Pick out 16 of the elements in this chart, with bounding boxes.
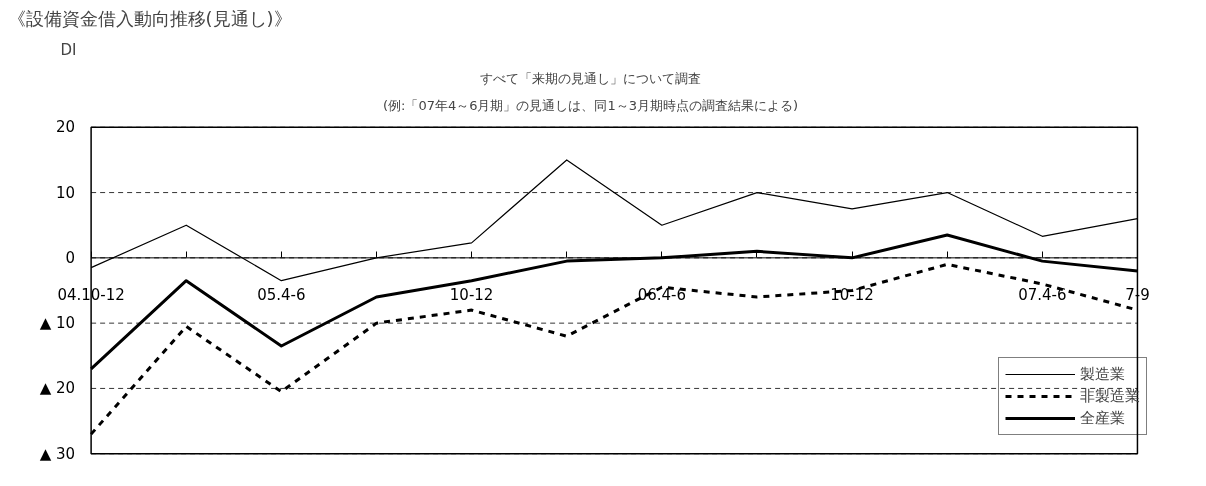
text: (例:「07年4～6月期」の見通しは、同1～3月期時点の調査結果による) [382, 97, 799, 113]
y-tick-label: 20 [56, 118, 76, 137]
x-tick-label: 10-12 [449, 285, 494, 304]
x-tick-label: 10-12 [830, 285, 874, 304]
legend-label: 全産業 [1080, 408, 1125, 428]
y-tick-label: 10 [56, 183, 76, 202]
y-tick-label: ▲ 20 [39, 379, 76, 398]
y-tick-label: 0 [65, 248, 76, 267]
chart-title: 《設備資金借入動向推移(見通し)》 [7, 7, 292, 29]
legend-label: 製造業 [1080, 364, 1125, 384]
y-tick-label: ▲ 30 [39, 444, 76, 463]
x-tick-label: 07.4-6 [1018, 285, 1067, 304]
x-tick-label: 05.4-6 [257, 285, 306, 304]
chart-subtitle: すべて「来期の見通し」について調査 [480, 70, 701, 86]
y-axis-title: DI [60, 40, 77, 59]
y-tick-label: ▲ 10 [39, 314, 76, 333]
